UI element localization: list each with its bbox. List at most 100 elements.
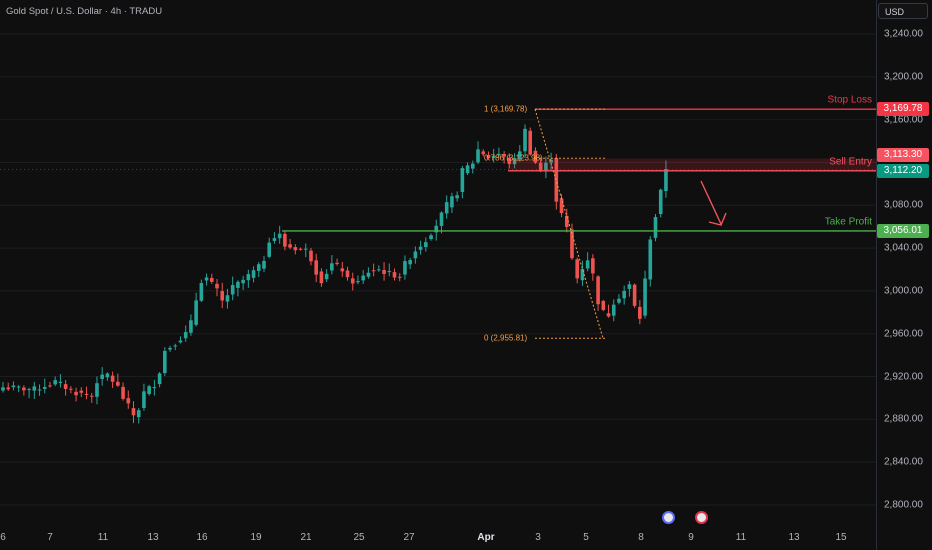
time-tick-label: 7 xyxy=(47,532,53,543)
candle-body xyxy=(408,260,412,265)
candle-body xyxy=(324,273,329,280)
candle-body xyxy=(319,271,324,284)
candle-body xyxy=(439,212,444,226)
candle-body xyxy=(204,277,209,281)
candle-body xyxy=(403,261,407,275)
down-arrow-head-icon xyxy=(708,212,727,226)
candle-body xyxy=(95,383,99,397)
candle-body xyxy=(570,229,574,259)
candle-body xyxy=(199,282,204,301)
candle-body xyxy=(424,242,428,248)
candle-body xyxy=(288,244,292,248)
price-tick-label: 2,840.00 xyxy=(884,456,923,468)
symbol-title[interactable]: Gold Spot / U.S. Dollar · 4h · TRADU xyxy=(6,6,163,17)
fib-bottom-label: 0 (2,955.81) xyxy=(484,333,528,343)
candle-body xyxy=(142,391,146,408)
candle-body xyxy=(632,284,637,306)
fib-mid-label: 0.786 (3,123.98) xyxy=(484,153,543,163)
candle-body xyxy=(481,151,486,155)
candle-body xyxy=(178,340,183,343)
candle-body xyxy=(528,130,533,155)
us-event-icon[interactable] xyxy=(662,511,675,524)
candle-body xyxy=(387,271,392,273)
price-tick-label: 3,000.00 xyxy=(884,285,923,297)
candle-body xyxy=(486,155,491,159)
candle-body xyxy=(126,398,131,404)
candle-body xyxy=(267,242,272,257)
candle-body xyxy=(251,270,256,278)
candle-body xyxy=(491,156,496,158)
fib-trend-line[interactable] xyxy=(534,109,604,339)
time-tick-label: 3 xyxy=(535,532,541,543)
price-tick-label: 3,240.00 xyxy=(884,28,923,40)
candle-body xyxy=(241,279,245,284)
candle-body xyxy=(617,298,621,303)
candle-body xyxy=(11,385,16,388)
candle-body xyxy=(611,304,616,316)
candle-body xyxy=(309,250,313,262)
candle-body xyxy=(434,225,439,233)
candle-body xyxy=(585,260,590,269)
currency-button[interactable]: USD xyxy=(878,3,928,19)
candle-body xyxy=(361,275,365,281)
candle-body xyxy=(517,151,522,160)
candle-body xyxy=(183,332,188,339)
candle-body xyxy=(549,159,553,163)
candle-body xyxy=(627,284,632,289)
candle-body xyxy=(356,281,360,283)
candle-body xyxy=(283,233,287,247)
candle-body xyxy=(79,390,84,393)
candle-body xyxy=(194,300,198,325)
time-tick-label: 11 xyxy=(735,532,747,543)
time-tick-label: 13 xyxy=(788,532,800,543)
candle-body xyxy=(147,386,151,395)
candle-body xyxy=(262,260,266,269)
sell-entry-zone[interactable] xyxy=(508,158,876,171)
time-tick-label: 25 xyxy=(353,532,365,543)
candle-body xyxy=(330,263,334,271)
candle-body xyxy=(413,251,418,259)
candle-body xyxy=(575,259,579,279)
candle-body xyxy=(22,387,26,391)
candle-body xyxy=(340,268,345,272)
candle-body xyxy=(507,157,512,165)
stop-loss-label: Stop Loss xyxy=(827,94,872,106)
candle-body xyxy=(42,387,47,389)
time-tick-label: 21 xyxy=(300,532,312,543)
candle-body xyxy=(512,157,517,165)
candle-body xyxy=(121,386,125,399)
price-axis-separator xyxy=(876,0,877,550)
price-tick-label: 3,040.00 xyxy=(884,242,923,254)
candle-body xyxy=(606,313,611,317)
candle-body xyxy=(89,395,94,397)
candle-body xyxy=(272,238,277,241)
candle-body xyxy=(392,272,397,278)
candle-body xyxy=(105,373,110,378)
candle-body xyxy=(335,262,339,264)
time-tick-label: 19 xyxy=(250,532,262,543)
candle-body xyxy=(58,381,63,384)
candle-body xyxy=(303,248,308,250)
price-tick-label: 2,800.00 xyxy=(884,499,923,511)
candle-body xyxy=(100,374,104,379)
candle-body xyxy=(564,215,569,227)
candle-body xyxy=(559,198,564,214)
price-tick-label: 3,200.00 xyxy=(884,71,923,83)
price-tick-label: 2,880.00 xyxy=(884,413,923,425)
candle-body xyxy=(350,278,355,284)
price-tick-label: 3,160.00 xyxy=(884,114,923,126)
candle-body xyxy=(131,408,136,416)
candle-body xyxy=(653,216,658,238)
candle-body xyxy=(455,195,459,199)
time-tick-label: 9 xyxy=(688,532,694,543)
candle-body xyxy=(53,380,57,385)
us-event-icon-2[interactable] xyxy=(695,511,708,524)
candle-body xyxy=(444,202,449,214)
candle-body xyxy=(173,345,178,347)
candle-body xyxy=(189,320,193,333)
candle-body xyxy=(664,168,668,192)
fib-top-label: 1 (3,169.78) xyxy=(484,104,528,114)
candle-body xyxy=(157,373,162,385)
